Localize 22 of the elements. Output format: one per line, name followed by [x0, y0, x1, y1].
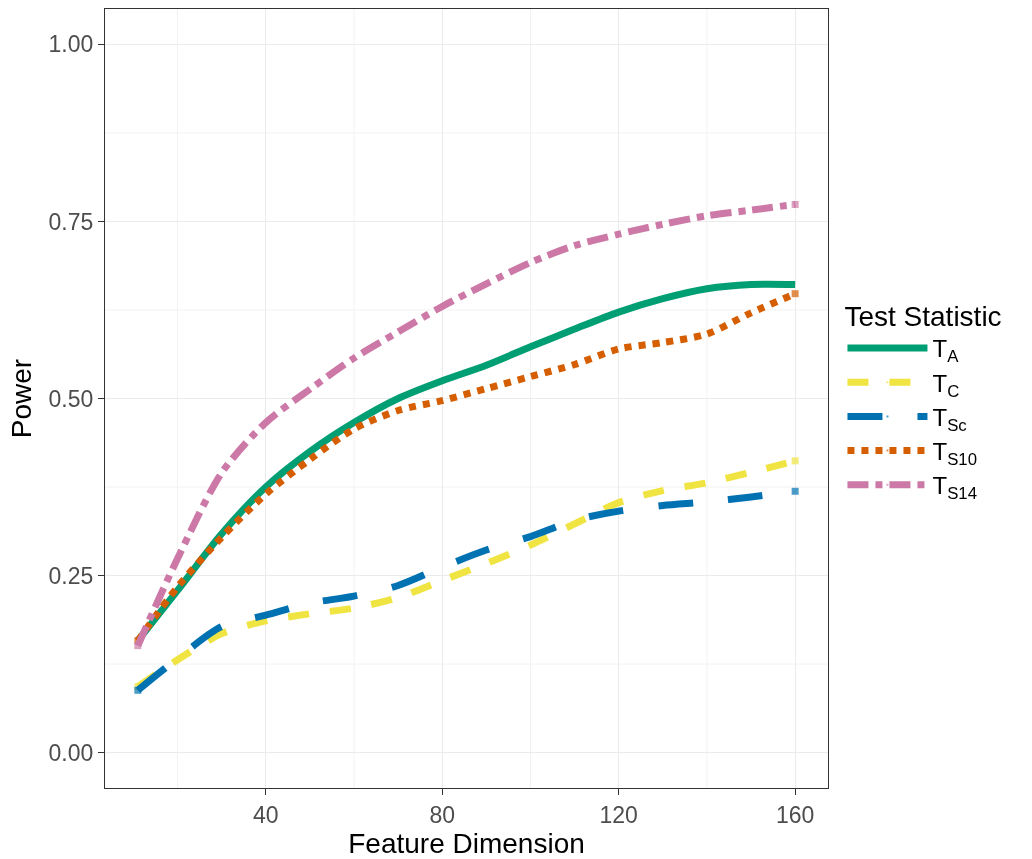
legend-label: T$_{Sc}$: [932, 403, 967, 435]
x-tick-label: 80: [429, 801, 456, 828]
legend-label: T$_{C}$: [932, 369, 960, 401]
legend-label: T$_{A}$: [932, 335, 960, 367]
y-axis-title: Power: [6, 358, 38, 439]
point: [791, 487, 799, 495]
y-tick-label: 0.00: [48, 739, 94, 766]
legend-label: T$_{S14}$: [932, 472, 977, 504]
legend-label: T$_{S10}$: [932, 437, 977, 469]
x-tick-label: 40: [252, 801, 279, 828]
point: [791, 200, 799, 208]
x-tick-label: 160: [775, 801, 815, 828]
x-axis-title: Feature Dimension: [348, 827, 585, 859]
point: [134, 642, 142, 650]
y-tick-label: 1.00: [48, 31, 94, 58]
y-tick-label: 0.25: [48, 562, 94, 589]
y-tick-label: 0.75: [48, 208, 94, 235]
point: [791, 290, 799, 298]
x-tick-label: 120: [599, 801, 638, 828]
point: [791, 457, 799, 465]
legend-title: Test Statistic: [844, 300, 1002, 332]
y-tick-label: 0.50: [48, 385, 94, 412]
